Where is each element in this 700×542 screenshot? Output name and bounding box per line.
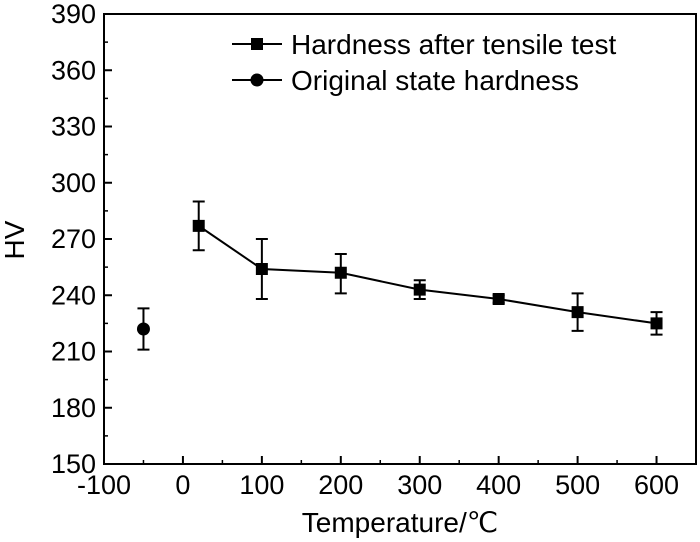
series-layer bbox=[136, 200, 663, 351]
y-tick-label: 300 bbox=[51, 168, 96, 198]
y-tick-label: 180 bbox=[51, 393, 96, 423]
x-tick-label: 500 bbox=[555, 470, 600, 500]
legend-marker bbox=[251, 38, 263, 50]
y-tick-label: 210 bbox=[51, 337, 96, 367]
x-tick-label: 400 bbox=[476, 470, 521, 500]
y-tick-label: 150 bbox=[51, 449, 96, 479]
x-axis-title: Temperature/℃ bbox=[302, 507, 498, 538]
x-tick-label: 200 bbox=[318, 470, 363, 500]
y-tick-label: 360 bbox=[51, 55, 96, 85]
y-tick-label: 270 bbox=[51, 224, 96, 254]
y-axis: 150 180 210 240 270 300 330 360 390 bbox=[51, 0, 112, 479]
x-tick-label: 0 bbox=[175, 470, 190, 500]
legend-label: Hardness after tensile test bbox=[291, 29, 616, 60]
x-tick-label: 100 bbox=[239, 470, 284, 500]
legend-marker bbox=[250, 73, 264, 87]
y-tick-label: 330 bbox=[51, 112, 96, 142]
data-point bbox=[334, 266, 347, 279]
data-point bbox=[192, 219, 205, 232]
data-point bbox=[571, 306, 584, 319]
legend: Hardness after tensile test Original stat… bbox=[232, 29, 616, 96]
series-2 bbox=[136, 307, 150, 351]
data-point bbox=[413, 283, 426, 296]
data-point bbox=[492, 293, 505, 305]
legend-item-2: Original state hardness bbox=[232, 65, 579, 96]
x-tick-label: 300 bbox=[397, 470, 442, 500]
y-tick-label: 390 bbox=[51, 0, 96, 29]
series-1 bbox=[192, 200, 663, 336]
data-point bbox=[255, 263, 268, 275]
legend-item-1: Hardness after tensile test bbox=[232, 29, 616, 60]
data-point bbox=[136, 322, 150, 336]
data-point bbox=[650, 317, 663, 330]
x-tick-label: 600 bbox=[634, 470, 679, 500]
x-tick-label: -100 bbox=[77, 470, 131, 500]
legend-label: Original state hardness bbox=[291, 65, 579, 96]
x-axis: -100 0 100 200 300 400 500 600 bbox=[77, 456, 679, 500]
y-axis-title: HV bbox=[0, 220, 30, 259]
y-tick-label: 240 bbox=[51, 280, 96, 310]
